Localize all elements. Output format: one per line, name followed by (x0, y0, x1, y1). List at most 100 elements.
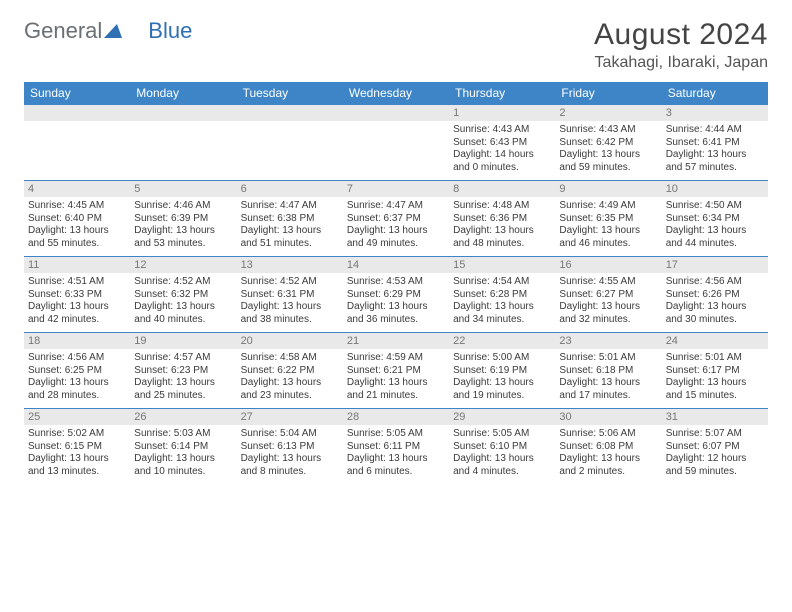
day-number: 23 (555, 333, 661, 349)
calendar-cell: 12Sunrise: 4:52 AMSunset: 6:32 PMDayligh… (130, 257, 236, 333)
calendar-cell: 25Sunrise: 5:02 AMSunset: 6:15 PMDayligh… (24, 409, 130, 485)
day-line-ss: Sunset: 6:36 PM (453, 213, 551, 226)
day-number: 20 (237, 333, 343, 349)
day-line-dl2: and 46 minutes. (559, 238, 657, 251)
day-content: Sunrise: 4:51 AMSunset: 6:33 PMDaylight:… (24, 273, 130, 332)
day-line-ss: Sunset: 6:32 PM (134, 289, 232, 302)
day-line-sr: Sunrise: 4:52 AM (241, 276, 339, 289)
calendar-cell: 26Sunrise: 5:03 AMSunset: 6:14 PMDayligh… (130, 409, 236, 485)
day-line-dl1: Daylight: 13 hours (241, 453, 339, 466)
day-line-ss: Sunset: 6:21 PM (347, 365, 445, 378)
day-line-dl1: Daylight: 13 hours (453, 453, 551, 466)
day-number: 29 (449, 409, 555, 425)
day-line-dl2: and 40 minutes. (134, 314, 232, 327)
calendar-cell: 11Sunrise: 4:51 AMSunset: 6:33 PMDayligh… (24, 257, 130, 333)
day-content: Sunrise: 4:52 AMSunset: 6:32 PMDaylight:… (130, 273, 236, 332)
day-line-dl2: and 15 minutes. (666, 390, 764, 403)
calendar-cell (343, 105, 449, 181)
weekday-header: Tuesday (237, 82, 343, 105)
day-number: 16 (555, 257, 661, 273)
day-line-dl1: Daylight: 13 hours (347, 453, 445, 466)
calendar-cell: 7Sunrise: 4:47 AMSunset: 6:37 PMDaylight… (343, 181, 449, 257)
day-line-dl1: Daylight: 12 hours (666, 453, 764, 466)
location-text: Takahagi, Ibaraki, Japan (594, 54, 768, 72)
day-line-dl2: and 36 minutes. (347, 314, 445, 327)
day-line-ss: Sunset: 6:26 PM (666, 289, 764, 302)
day-line-ss: Sunset: 6:37 PM (347, 213, 445, 226)
calendar-cell: 10Sunrise: 4:50 AMSunset: 6:34 PMDayligh… (662, 181, 768, 257)
day-line-ss: Sunset: 6:35 PM (559, 213, 657, 226)
day-content: Sunrise: 4:49 AMSunset: 6:35 PMDaylight:… (555, 197, 661, 256)
day-content: Sunrise: 4:50 AMSunset: 6:34 PMDaylight:… (662, 197, 768, 256)
day-line-ss: Sunset: 6:15 PM (28, 441, 126, 454)
calendar-table: Sunday Monday Tuesday Wednesday Thursday… (24, 82, 768, 484)
day-line-dl1: Daylight: 13 hours (28, 453, 126, 466)
day-line-dl2: and 42 minutes. (28, 314, 126, 327)
day-line-dl1: Daylight: 13 hours (28, 377, 126, 390)
day-number: 9 (555, 181, 661, 197)
day-number: 15 (449, 257, 555, 273)
day-line-dl1: Daylight: 13 hours (241, 301, 339, 314)
logo-text-blue: Blue (148, 18, 192, 44)
weekday-header-row: Sunday Monday Tuesday Wednesday Thursday… (24, 82, 768, 105)
calendar-cell: 18Sunrise: 4:56 AMSunset: 6:25 PMDayligh… (24, 333, 130, 409)
day-line-ss: Sunset: 6:43 PM (453, 137, 551, 150)
day-line-dl1: Daylight: 13 hours (559, 301, 657, 314)
day-line-sr: Sunrise: 4:59 AM (347, 352, 445, 365)
month-title: August 2024 (594, 18, 768, 52)
header: General Blue August 2024 Takahagi, Ibara… (24, 18, 768, 72)
day-number: 18 (24, 333, 130, 349)
day-line-sr: Sunrise: 4:51 AM (28, 276, 126, 289)
day-line-dl1: Daylight: 13 hours (28, 301, 126, 314)
day-line-dl1: Daylight: 13 hours (134, 377, 232, 390)
day-content: Sunrise: 5:01 AMSunset: 6:18 PMDaylight:… (555, 349, 661, 408)
day-line-sr: Sunrise: 4:47 AM (347, 200, 445, 213)
day-line-dl1: Daylight: 13 hours (453, 225, 551, 238)
day-line-sr: Sunrise: 5:01 AM (666, 352, 764, 365)
day-line-dl2: and 32 minutes. (559, 314, 657, 327)
day-line-sr: Sunrise: 5:04 AM (241, 428, 339, 441)
day-line-ss: Sunset: 6:33 PM (28, 289, 126, 302)
day-line-dl1: Daylight: 13 hours (666, 301, 764, 314)
calendar-cell: 13Sunrise: 4:52 AMSunset: 6:31 PMDayligh… (237, 257, 343, 333)
day-line-dl2: and 44 minutes. (666, 238, 764, 251)
day-number: 30 (555, 409, 661, 425)
weekday-header: Sunday (24, 82, 130, 105)
logo-text-general: General (24, 18, 102, 44)
day-line-dl2: and 38 minutes. (241, 314, 339, 327)
day-line-ss: Sunset: 6:17 PM (666, 365, 764, 378)
day-content: Sunrise: 4:54 AMSunset: 6:28 PMDaylight:… (449, 273, 555, 332)
day-content: Sunrise: 5:05 AMSunset: 6:11 PMDaylight:… (343, 425, 449, 484)
day-line-dl1: Daylight: 13 hours (559, 377, 657, 390)
calendar-cell: 6Sunrise: 4:47 AMSunset: 6:38 PMDaylight… (237, 181, 343, 257)
calendar-cell: 15Sunrise: 4:54 AMSunset: 6:28 PMDayligh… (449, 257, 555, 333)
day-content (237, 121, 343, 179)
day-content: Sunrise: 5:06 AMSunset: 6:08 PMDaylight:… (555, 425, 661, 484)
day-line-dl2: and 8 minutes. (241, 466, 339, 479)
calendar-cell: 31Sunrise: 5:07 AMSunset: 6:07 PMDayligh… (662, 409, 768, 485)
calendar-cell (24, 105, 130, 181)
calendar-cell: 24Sunrise: 5:01 AMSunset: 6:17 PMDayligh… (662, 333, 768, 409)
day-content: Sunrise: 5:05 AMSunset: 6:10 PMDaylight:… (449, 425, 555, 484)
day-content: Sunrise: 4:52 AMSunset: 6:31 PMDaylight:… (237, 273, 343, 332)
day-number: 27 (237, 409, 343, 425)
day-content: Sunrise: 5:02 AMSunset: 6:15 PMDaylight:… (24, 425, 130, 484)
logo-triangle-icon (104, 18, 122, 44)
day-line-ss: Sunset: 6:23 PM (134, 365, 232, 378)
day-content: Sunrise: 4:59 AMSunset: 6:21 PMDaylight:… (343, 349, 449, 408)
day-line-ss: Sunset: 6:14 PM (134, 441, 232, 454)
day-line-dl1: Daylight: 13 hours (241, 377, 339, 390)
day-line-ss: Sunset: 6:18 PM (559, 365, 657, 378)
day-line-dl2: and 49 minutes. (347, 238, 445, 251)
day-line-dl2: and 51 minutes. (241, 238, 339, 251)
day-content: Sunrise: 4:57 AMSunset: 6:23 PMDaylight:… (130, 349, 236, 408)
day-line-dl2: and 48 minutes. (453, 238, 551, 251)
day-content: Sunrise: 4:47 AMSunset: 6:38 PMDaylight:… (237, 197, 343, 256)
calendar-week-row: 18Sunrise: 4:56 AMSunset: 6:25 PMDayligh… (24, 333, 768, 409)
day-content: Sunrise: 5:04 AMSunset: 6:13 PMDaylight:… (237, 425, 343, 484)
day-line-sr: Sunrise: 4:52 AM (134, 276, 232, 289)
day-line-dl1: Daylight: 13 hours (666, 377, 764, 390)
day-line-ss: Sunset: 6:38 PM (241, 213, 339, 226)
calendar-cell: 28Sunrise: 5:05 AMSunset: 6:11 PMDayligh… (343, 409, 449, 485)
day-content: Sunrise: 4:47 AMSunset: 6:37 PMDaylight:… (343, 197, 449, 256)
